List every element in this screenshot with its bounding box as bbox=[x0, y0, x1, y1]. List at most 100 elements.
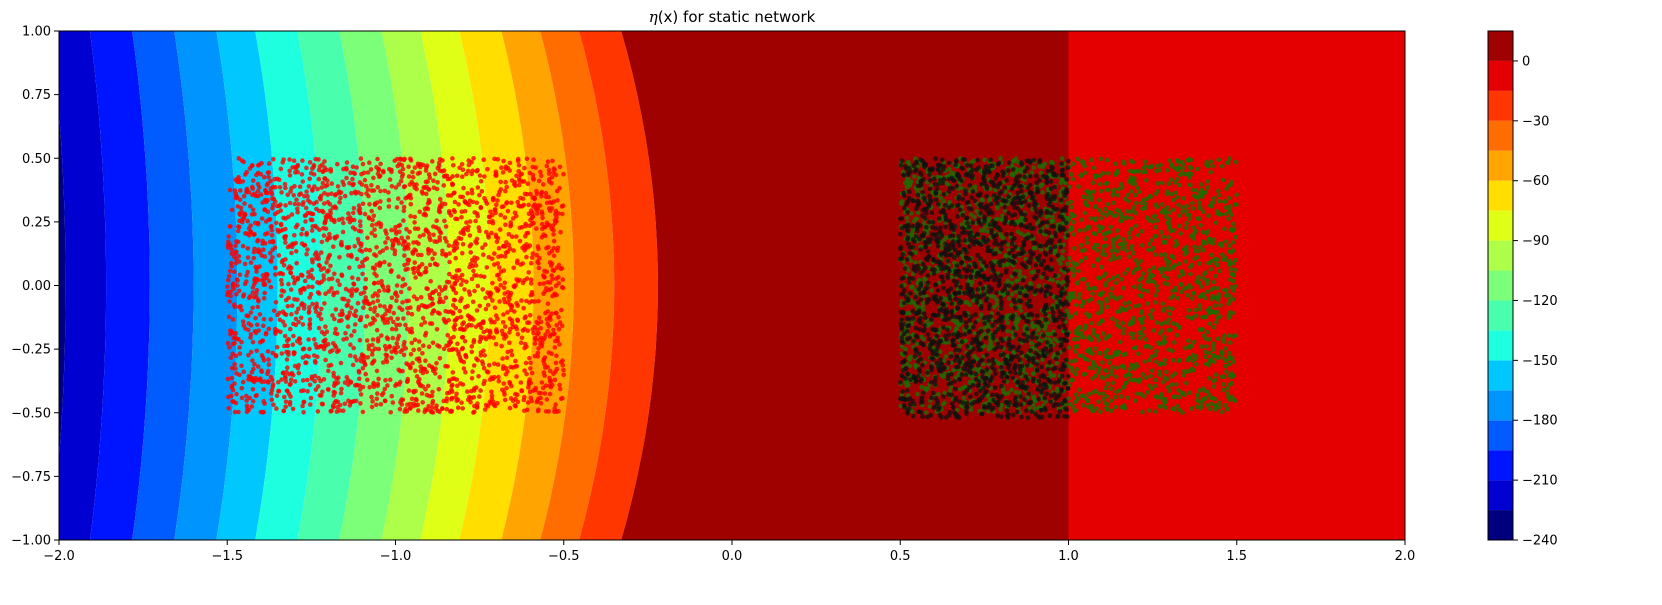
scatter-point bbox=[1159, 229, 1164, 235]
scatter-point bbox=[343, 330, 348, 336]
scatter-point bbox=[522, 408, 527, 414]
scatter-point bbox=[286, 214, 291, 220]
scatter-point bbox=[452, 199, 458, 205]
scatter-point bbox=[1193, 307, 1198, 313]
scatter-point bbox=[1114, 352, 1120, 358]
scatter-point bbox=[328, 208, 333, 214]
scatter-point bbox=[250, 207, 256, 212]
scatter-point bbox=[542, 268, 547, 274]
scatter-point bbox=[323, 184, 328, 189]
scatter-point bbox=[393, 224, 398, 230]
scatter-point bbox=[290, 275, 296, 280]
scatter-point bbox=[532, 335, 538, 341]
scatter-point bbox=[1162, 334, 1167, 340]
scatter-point bbox=[282, 323, 288, 328]
scatter-point bbox=[350, 287, 355, 292]
scatter-point bbox=[287, 200, 293, 206]
scatter-point bbox=[242, 201, 247, 206]
scatter-point bbox=[481, 252, 486, 257]
scatter-point bbox=[486, 362, 492, 368]
scatter-point bbox=[502, 215, 508, 220]
scatter-point bbox=[1185, 158, 1191, 163]
scatter-point bbox=[270, 382, 276, 387]
scatter-point bbox=[261, 282, 267, 288]
scatter-point bbox=[909, 179, 914, 184]
scatter-point bbox=[446, 279, 452, 285]
scatter-point bbox=[1103, 350, 1108, 355]
scatter-point bbox=[1109, 248, 1114, 254]
scatter-point bbox=[395, 293, 400, 299]
scatter-point bbox=[1189, 296, 1195, 301]
scatter-point bbox=[1079, 393, 1085, 399]
scatter-point bbox=[269, 391, 274, 396]
scatter-point bbox=[464, 279, 469, 285]
scatter-point bbox=[1077, 291, 1083, 297]
scatter-point bbox=[389, 295, 395, 301]
scatter-point bbox=[395, 163, 401, 169]
scatter-point bbox=[353, 308, 359, 314]
scatter-point bbox=[386, 204, 392, 209]
scatter-point bbox=[265, 272, 270, 277]
scatter-point bbox=[1231, 260, 1237, 266]
scatter-point bbox=[229, 251, 235, 256]
scatter-point bbox=[507, 379, 512, 385]
scatter-point bbox=[1159, 328, 1165, 334]
scatter-point bbox=[973, 320, 978, 325]
scatter-point bbox=[1118, 339, 1123, 345]
scatter-point bbox=[470, 369, 475, 374]
scatter-point bbox=[1118, 305, 1124, 311]
scatter-point bbox=[451, 376, 457, 381]
scatter-point bbox=[517, 225, 523, 231]
scatter-point bbox=[1115, 192, 1121, 198]
scatter-point bbox=[998, 407, 1003, 413]
scatter-point bbox=[1075, 156, 1081, 162]
scatter-point bbox=[297, 184, 303, 189]
scatter-point bbox=[320, 389, 325, 395]
scatter-point bbox=[539, 221, 545, 227]
scatter-point bbox=[360, 409, 366, 415]
scatter-point bbox=[400, 283, 405, 289]
scatter-point bbox=[1197, 261, 1202, 266]
scatter-point bbox=[960, 385, 966, 391]
scatter-point bbox=[1217, 400, 1222, 406]
scatter-point bbox=[325, 192, 331, 197]
scatter-point bbox=[528, 191, 533, 197]
scatter-point bbox=[475, 213, 481, 219]
scatter-point bbox=[270, 247, 275, 252]
scatter-point bbox=[519, 298, 524, 303]
scatter-point bbox=[338, 195, 343, 201]
scatter-point bbox=[250, 358, 255, 363]
scatter-point bbox=[394, 298, 399, 304]
scatter-point bbox=[517, 204, 523, 209]
scatter-point bbox=[365, 187, 371, 192]
scatter-point bbox=[1100, 252, 1105, 257]
scatter-point bbox=[504, 355, 510, 361]
scatter-point bbox=[1135, 185, 1141, 191]
scatter-point bbox=[547, 334, 553, 339]
scatter-point bbox=[379, 333, 384, 338]
scatter-point bbox=[529, 370, 535, 376]
scatter-point bbox=[538, 395, 543, 401]
scatter-point bbox=[267, 217, 273, 222]
scatter-point bbox=[347, 180, 352, 186]
scatter-point bbox=[266, 326, 272, 332]
scatter-point bbox=[503, 222, 508, 228]
scatter-point bbox=[287, 168, 292, 174]
scatter-point bbox=[510, 324, 516, 330]
scatter-point bbox=[308, 170, 314, 176]
scatter-point bbox=[1144, 178, 1149, 183]
scatter-point bbox=[429, 321, 435, 326]
scatter-point bbox=[365, 235, 370, 241]
scatter-point bbox=[237, 259, 242, 264]
scatter-point bbox=[475, 283, 481, 289]
scatter-point bbox=[1203, 354, 1209, 360]
scatter-point bbox=[257, 250, 263, 255]
scatter-point bbox=[315, 280, 320, 285]
scatter-point bbox=[451, 324, 457, 330]
scatter-point bbox=[471, 156, 476, 161]
scatter-point bbox=[363, 371, 369, 377]
scatter-point bbox=[283, 312, 289, 318]
scatter-point bbox=[273, 272, 278, 277]
scatter-point bbox=[472, 288, 477, 294]
scatter-point bbox=[374, 222, 379, 227]
